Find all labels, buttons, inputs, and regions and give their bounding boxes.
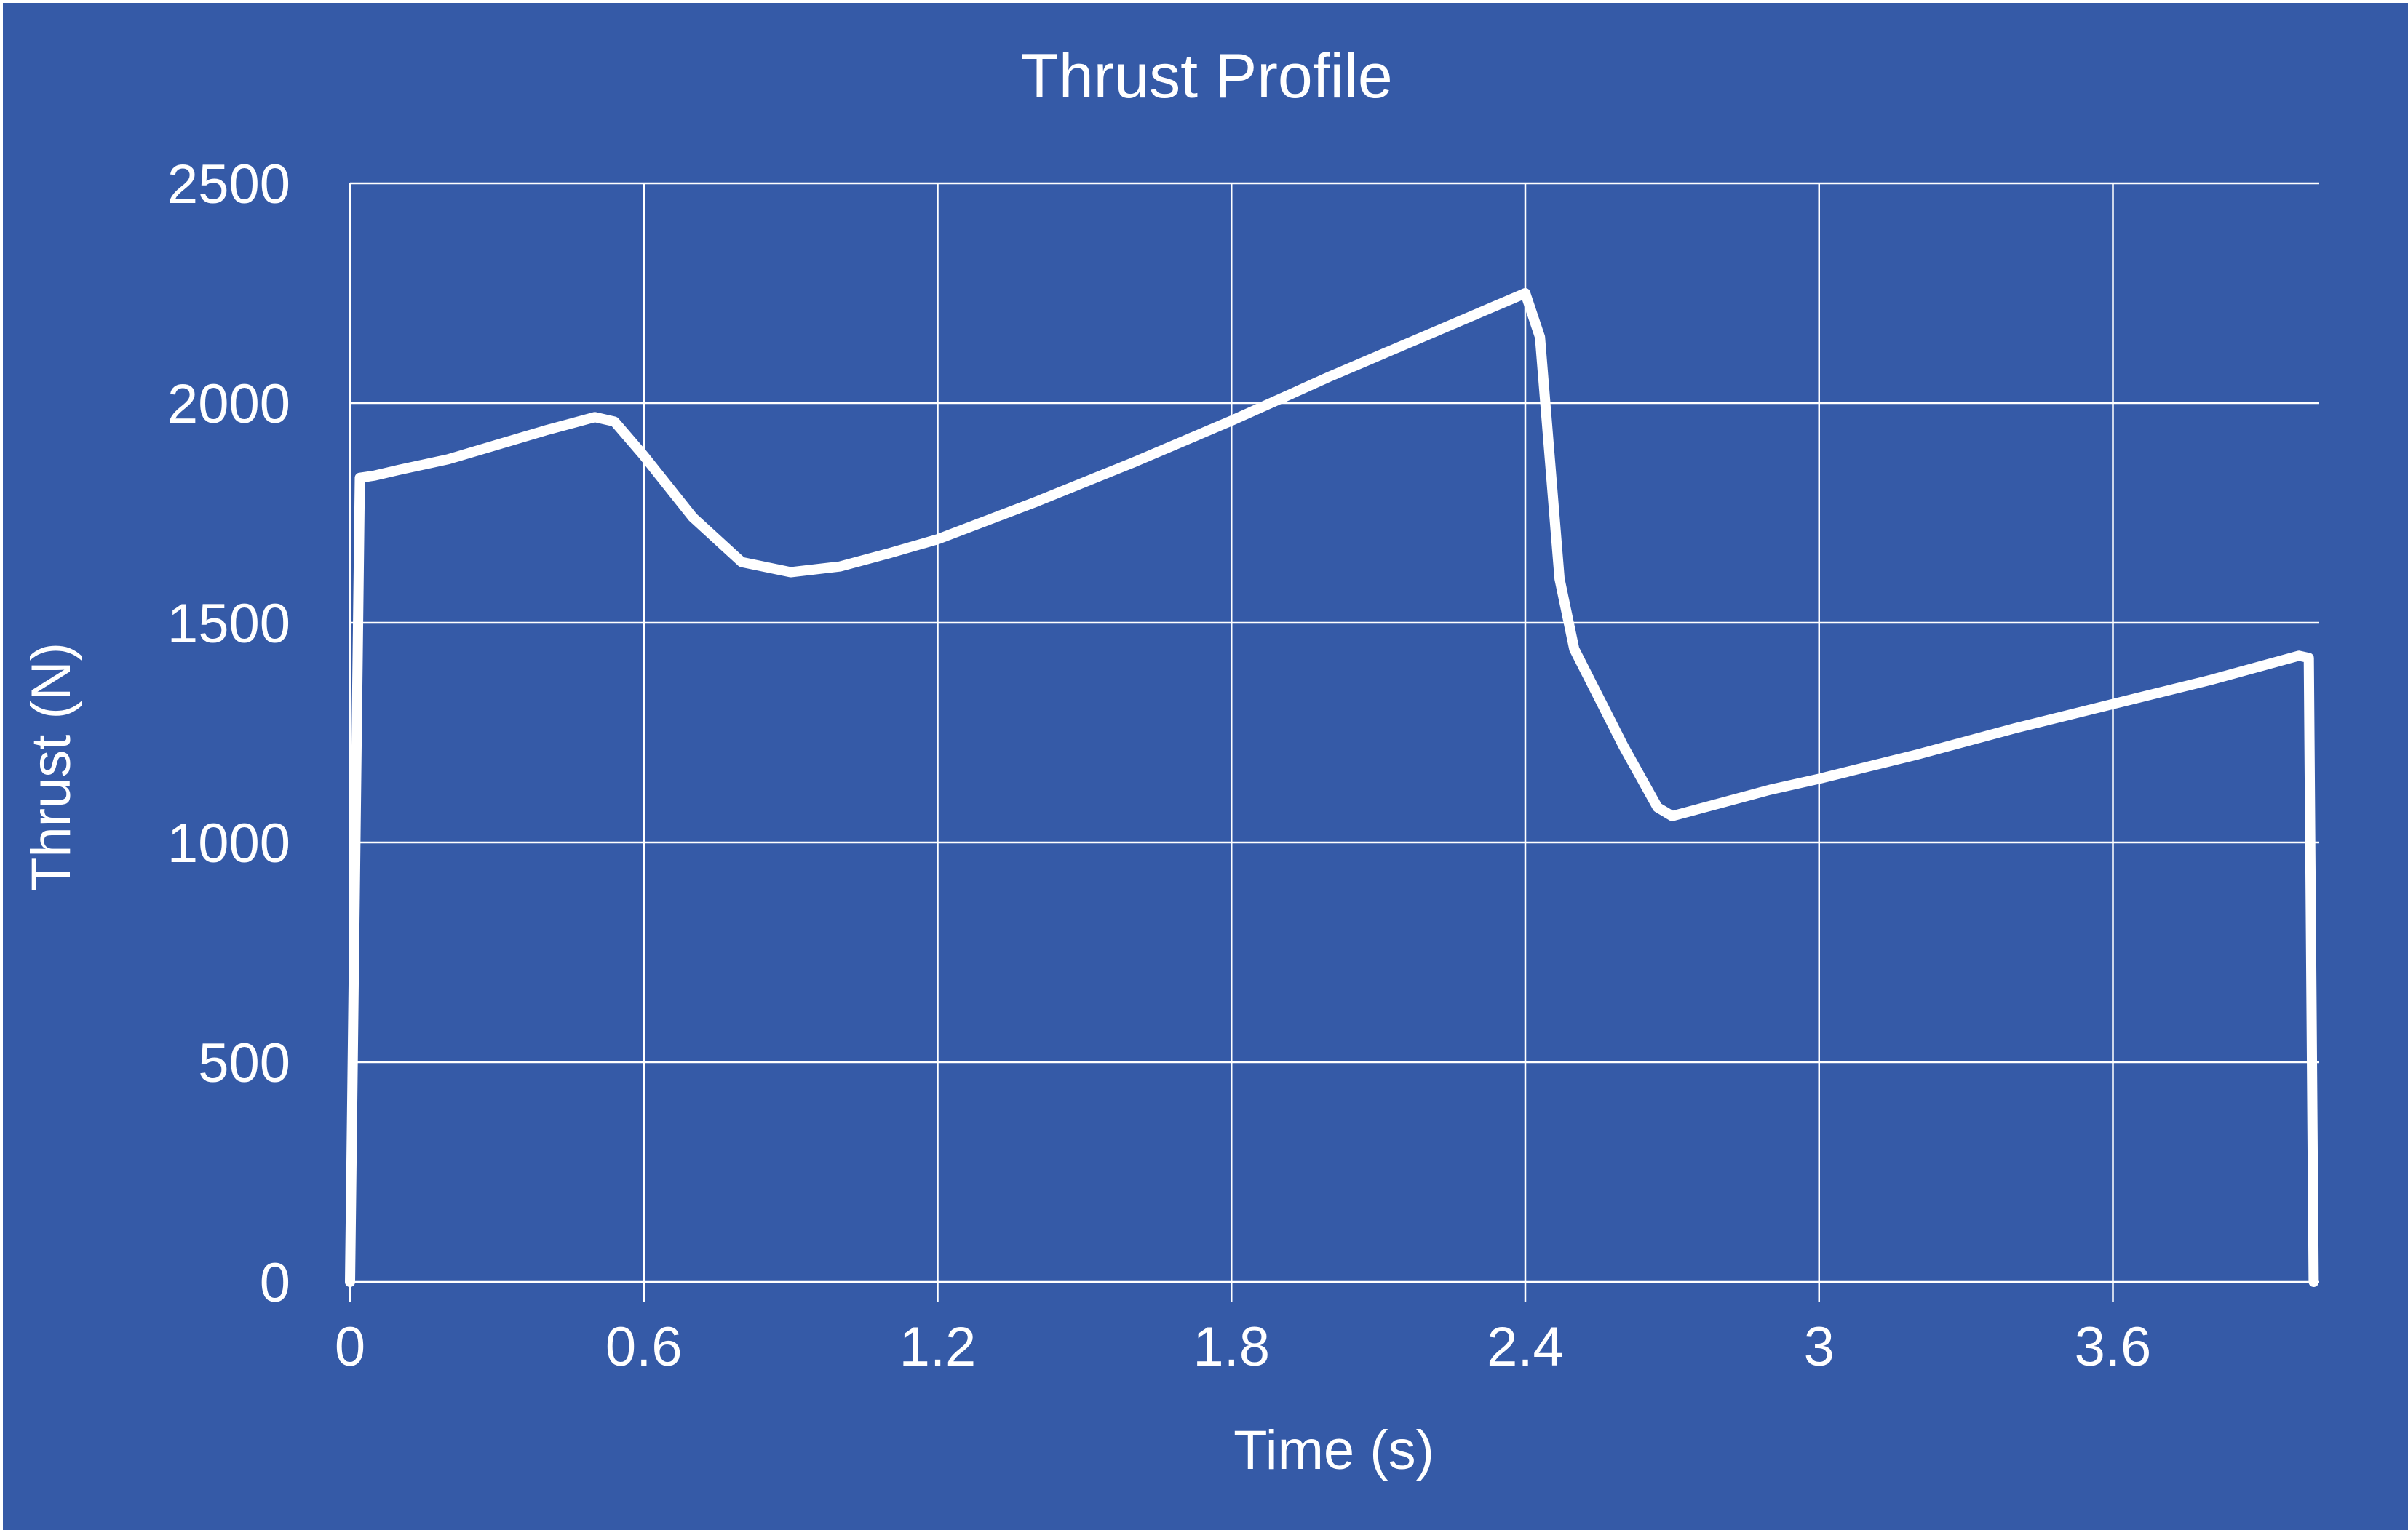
thrust-chart: 0 500 1000 1500 2000 2500 0 0.6 1.2 1.8 2.4 3 3.6 Th…	[3, 3, 2408, 1530]
chart-title: Thrust Profile	[1020, 41, 1392, 111]
x-tick-label: 1.8	[1193, 1316, 1270, 1378]
x-tick-label: 0.6	[605, 1316, 683, 1378]
tick-labels: 0 500 1000 1500 2000 2500 0 0.6 1.2 1.8 2.4 3 3.6	[167, 154, 2151, 1378]
y-tick-label: 1000	[167, 813, 290, 874]
grid-lines	[349, 182, 2319, 1302]
x-tick-label: 0	[335, 1316, 365, 1378]
data-series	[345, 288, 2319, 1287]
y-tick-label: 1500	[167, 593, 290, 655]
y-tick-label: 2000	[167, 373, 290, 435]
y-tick-label: 2500	[167, 154, 290, 215]
x-tick-label: 1.2	[899, 1316, 977, 1378]
x-tick-label: 3	[1804, 1316, 1835, 1378]
y-tick-label: 0	[260, 1252, 290, 1314]
chart-background	[3, 3, 2408, 1530]
x-tick-label: 2.4	[1487, 1316, 1564, 1378]
thrust-series-line	[345, 288, 2319, 1287]
y-tick-label: 500	[198, 1032, 290, 1094]
y-axis-label: Thrust (N)	[20, 642, 82, 891]
x-axis-label: Time (s)	[1233, 1419, 1434, 1481]
x-tick-label: 3.6	[2075, 1316, 2152, 1378]
